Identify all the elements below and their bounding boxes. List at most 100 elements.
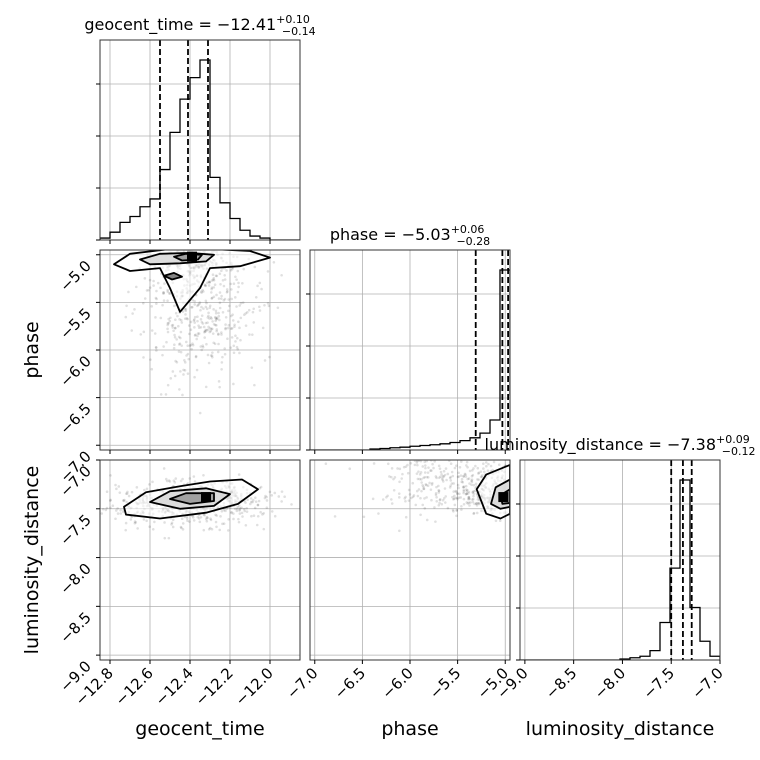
y-tick-label: −7.5 [56,511,94,549]
sample-point [111,504,115,508]
sample-point [198,520,202,524]
x-tick-label: −8.0 [591,664,629,702]
sample-point [164,393,168,396]
sample-point [203,330,206,334]
sample-point [189,244,192,247]
sample-point [220,294,223,298]
sample-point [214,513,217,517]
sample-point [179,336,182,340]
sample-point [258,309,262,312]
sample-point [512,489,515,492]
sample-point [455,490,458,494]
sample-point [548,467,551,470]
sample-point [235,509,239,513]
sample-point [211,236,214,239]
sample-point [517,495,520,498]
sample-point [214,323,217,327]
sample-point [250,514,253,518]
sample-point [420,478,423,481]
sample-point [203,329,207,333]
sample-point [516,485,519,488]
sample-point [460,460,463,463]
sample-point [494,519,498,523]
sample-point [455,492,459,496]
sample-point [515,492,518,495]
sample-point [242,267,246,271]
sample-point [466,477,469,481]
sample-point [105,506,109,510]
sample-point [167,225,170,228]
sample-point [196,315,199,319]
sample-point [233,245,236,248]
sample-point [401,453,404,456]
sample-point [537,472,540,475]
sample-point [181,393,184,397]
sample-point [225,288,229,291]
sample-point [251,500,254,504]
sample-point [231,267,234,271]
sample-point [197,324,200,327]
sample-point [268,490,272,494]
sample-point [200,314,204,317]
sample-point [324,462,328,466]
sample-point [196,304,199,308]
sample-point [212,295,216,299]
sample-point [253,506,257,510]
sample-point [273,514,277,518]
sample-point [561,493,564,496]
sample-point [116,507,119,510]
sample-point [534,469,537,472]
sample-point [185,317,189,320]
sample-point [173,304,176,308]
sample-point [430,498,433,502]
sample-point [528,497,531,500]
sample-point [154,296,158,300]
sample-point [456,497,459,501]
sample-point [207,361,211,365]
sample-point [188,344,192,348]
sample-point [236,505,240,509]
sample-point [171,326,175,329]
sample-point [227,518,230,521]
sample-point [213,283,217,287]
sample-point [465,492,468,496]
sample-point [439,470,443,474]
sample-point [206,516,209,520]
sample-point [171,242,174,245]
sample-point [444,495,448,498]
sample-point [162,299,166,302]
sample-point [174,234,177,237]
sample-point [212,286,216,289]
sample-point [426,471,430,474]
sample-point [135,486,139,489]
sample-point [407,499,411,502]
sample-point [404,495,407,499]
sample-point [246,311,249,314]
sample-point [432,466,435,470]
sample-point [191,242,194,245]
sample-point [523,454,526,457]
sample-point [511,506,514,509]
sample-point [533,486,536,489]
sample-point [237,320,240,324]
histogram-step [520,479,720,660]
sample-point [464,475,468,478]
sample-point [473,502,476,506]
sample-point [238,304,242,307]
sample-point [210,296,214,300]
sample-point [401,472,404,476]
sample-point [259,510,262,514]
sample-point [273,491,277,495]
sample-point [429,469,432,472]
sample-point [472,489,476,493]
sample-point [197,332,201,335]
sample-point [159,286,162,290]
sample-point [522,488,525,491]
sample-point [487,462,490,466]
sample-point [169,247,172,250]
sample-point [212,276,216,280]
sample-point [229,314,233,318]
sample-point [109,498,112,502]
sample-point [456,483,460,487]
sample-point [542,473,545,476]
